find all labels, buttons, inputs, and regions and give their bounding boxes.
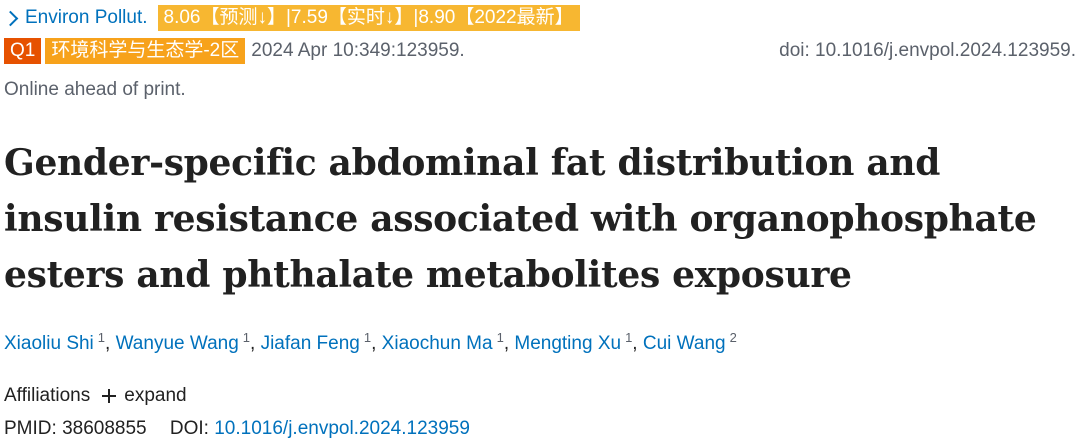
pmid-value: 38608855 — [62, 418, 147, 439]
article-title: Gender-specific abdominal fat distributi… — [4, 135, 1076, 303]
chevron-right-icon — [2, 10, 19, 26]
author-link[interactable]: Cui Wang — [642, 333, 726, 354]
affiliation-number[interactable]: 1 — [625, 330, 633, 345]
plus-icon[interactable] — [102, 389, 117, 403]
affiliation-number[interactable]: 1 — [242, 330, 251, 345]
affiliations-toggle[interactable]: Affiliations expand — [4, 383, 187, 409]
impact-factor-badge[interactable]: 8.06【预测↓】|7.59【实时↓】|8.90【2022最新】 — [157, 5, 580, 31]
doi-label: DOI: — [169, 418, 209, 439]
journal-link[interactable]: Environ Pollut. — [2, 5, 148, 31]
affiliation-number[interactable]: 1 — [363, 330, 372, 345]
doi-link[interactable]: 10.1016/j.envpol.2024.123959 — [214, 418, 470, 439]
author-link[interactable]: Xiaoliu Shi — [4, 333, 94, 354]
citation-line: Q1 环境科学与生态学-2区 2024 Apr 10:349:123959. d… — [4, 38, 1076, 64]
journal-name: Environ Pollut. — [25, 7, 148, 28]
title-line: Gender-specific abdominal fat distributi… — [4, 142, 941, 184]
title-line: esters and phthalate metabolites exposur… — [4, 254, 852, 296]
citation-date: 2024 Apr 10:349:123959. — [251, 40, 465, 61]
affiliation-number[interactable]: 2 — [729, 330, 737, 345]
affiliations-label: Affiliations — [4, 385, 91, 406]
category-badge[interactable]: 环境科学与生态学-2区 — [45, 38, 246, 64]
expand-button[interactable]: expand — [124, 385, 187, 406]
journal-line: Environ Pollut. 8.06【预测↓】|7.59【实时↓】|8.90… — [2, 5, 580, 31]
author-link[interactable]: Xiaochun Ma — [381, 333, 493, 354]
title-line: insulin resistance associated with organ… — [4, 198, 1037, 240]
affiliation-number[interactable]: 1 — [496, 330, 504, 345]
quartile-badge[interactable]: Q1 — [4, 38, 42, 64]
publication-status: Online ahead of print. — [4, 79, 186, 100]
affiliation-number[interactable]: 1 — [97, 330, 106, 345]
identifiers: PMID: 38608855 DOI: 10.1016/j.envpol.202… — [4, 416, 470, 442]
author-link[interactable]: Mengting Xu — [514, 333, 622, 354]
pmid-label: PMID: — [4, 418, 57, 439]
citation-doi: doi: 10.1016/j.envpol.2024.123959. — [779, 40, 1076, 61]
author-list: Xiaoliu Shi 1, Wanyue Wang 1, Jiafan Feng 1… — [4, 330, 737, 354]
author-link[interactable]: Jiafan Feng — [260, 333, 360, 354]
author-link[interactable]: Wanyue Wang — [115, 333, 239, 354]
